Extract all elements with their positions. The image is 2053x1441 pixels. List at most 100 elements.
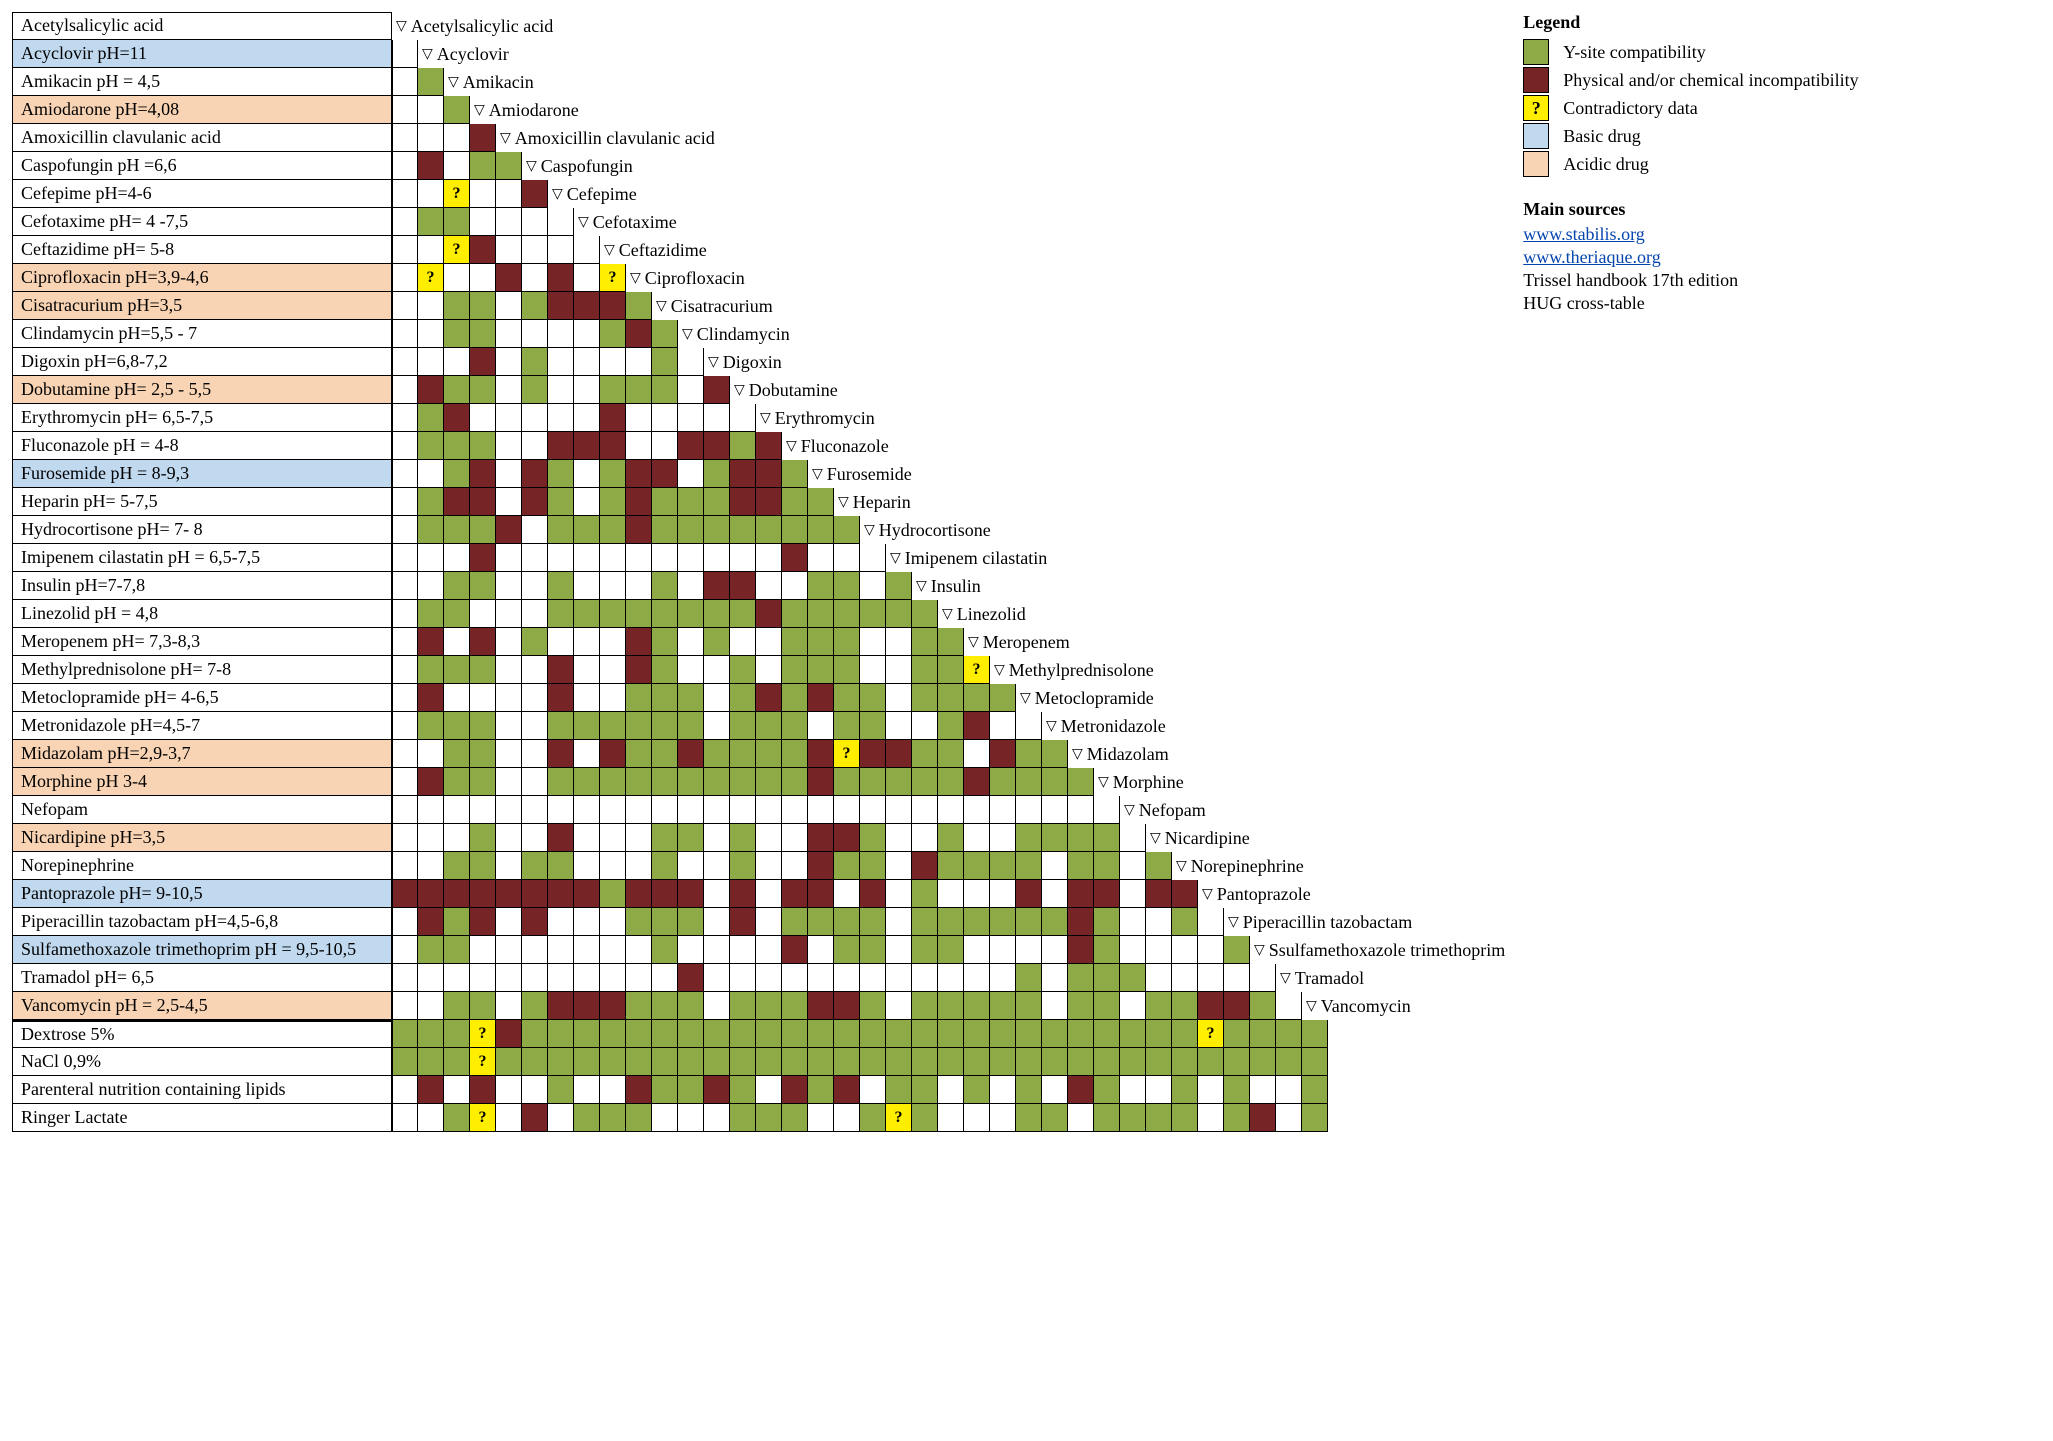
matrix-cell <box>444 376 470 404</box>
matrix-row: Linezolid pH = 4,8▽Linezolid <box>12 600 1505 628</box>
row-cells <box>392 880 1198 908</box>
matrix-cell <box>626 628 652 656</box>
matrix-cell <box>1042 992 1068 1020</box>
matrix-cell <box>548 768 574 796</box>
matrix-cell <box>392 992 418 1020</box>
matrix-cell <box>418 852 444 880</box>
matrix-cell <box>834 796 860 824</box>
matrix-cell <box>548 1048 574 1076</box>
matrix-cell <box>1224 936 1250 964</box>
row-label: Cisatracurium pH=3,5 <box>12 292 392 320</box>
matrix-cell <box>444 124 470 152</box>
matrix-cell <box>652 572 678 600</box>
matrix-cell <box>756 684 782 712</box>
matrix-cell <box>834 516 860 544</box>
triangle-icon: ▽ <box>1280 970 1291 987</box>
diagonal-label: ▽Fluconazole <box>782 432 889 460</box>
matrix-cell <box>860 628 886 656</box>
matrix-cell <box>808 880 834 908</box>
matrix-cell <box>470 880 496 908</box>
source-link[interactable]: www.stabilis.org <box>1523 224 1943 245</box>
matrix-cell <box>522 544 548 572</box>
matrix-cell <box>522 264 548 292</box>
matrix-cell <box>626 320 652 348</box>
triangle-icon: ▽ <box>1254 942 1265 959</box>
matrix-cell <box>522 964 548 992</box>
diagonal-text: Digoxin <box>723 352 782 373</box>
matrix-cell <box>678 572 704 600</box>
row-cells <box>392 432 782 460</box>
row-cells: ?? <box>392 264 626 292</box>
matrix-cell <box>392 1104 418 1132</box>
matrix-cell <box>444 432 470 460</box>
matrix-cell <box>418 880 444 908</box>
matrix-cell <box>860 936 886 964</box>
matrix-cell <box>600 824 626 852</box>
matrix-row: Insulin pH=7-7,8▽Insulin <box>12 572 1505 600</box>
matrix-cell <box>574 516 600 544</box>
matrix-cell <box>1016 768 1042 796</box>
matrix-row: Vancomycin pH = 2,5-4,5▽Vancomycin <box>12 992 1505 1020</box>
row-label: Metronidazole pH=4,5-7 <box>12 712 392 740</box>
triangle-icon: ▽ <box>474 102 485 119</box>
diagonal-label: ▽Caspofungin <box>522 152 633 180</box>
matrix-cell <box>886 824 912 852</box>
row-label: Piperacillin tazobactam pH=4,5-6,8 <box>12 908 392 936</box>
matrix-cell <box>730 908 756 936</box>
matrix-cell <box>964 1104 990 1132</box>
matrix-cell <box>626 740 652 768</box>
matrix-cell <box>756 1048 782 1076</box>
matrix-cell <box>496 460 522 488</box>
source-link[interactable]: www.theriaque.org <box>1523 247 1943 268</box>
matrix-cell <box>444 992 470 1020</box>
matrix-cell <box>808 740 834 768</box>
matrix-cell <box>938 992 964 1020</box>
matrix-cell <box>990 1104 1016 1132</box>
matrix-cell <box>496 992 522 1020</box>
matrix-cell <box>756 936 782 964</box>
matrix-cell <box>1198 936 1224 964</box>
matrix-cell: ? <box>886 1104 912 1132</box>
matrix-cell <box>756 600 782 628</box>
matrix-cell <box>418 460 444 488</box>
row-cells <box>392 544 886 572</box>
diagonal-label: ▽Insulin <box>912 572 981 600</box>
matrix-cell <box>470 600 496 628</box>
matrix-cell <box>652 376 678 404</box>
matrix-cell <box>548 796 574 824</box>
matrix-cell <box>444 292 470 320</box>
matrix-cell <box>600 880 626 908</box>
row-label: Cefotaxime pH= 4 -7,5 <box>12 208 392 236</box>
matrix-cell <box>444 404 470 432</box>
matrix-cell <box>886 684 912 712</box>
matrix-cell <box>522 628 548 656</box>
diagonal-label: ▽Acyclovir <box>418 40 509 68</box>
matrix-cell <box>1016 852 1042 880</box>
matrix-row: Hydrocortisone pH= 7- 8▽Hydrocortisone <box>12 516 1505 544</box>
matrix-cell <box>678 348 704 376</box>
row-label: Amoxicillin clavulanic acid <box>12 124 392 152</box>
matrix-cell <box>938 964 964 992</box>
matrix-cell <box>730 712 756 740</box>
matrix-cell <box>964 796 990 824</box>
matrix-cell <box>704 1020 730 1048</box>
matrix-cell <box>756 964 782 992</box>
diagonal-label: ▽Acetylsalicylic acid <box>392 12 553 40</box>
matrix-cell <box>392 628 418 656</box>
triangle-icon: ▽ <box>1072 746 1083 763</box>
matrix-cell <box>418 908 444 936</box>
row-label: Vancomycin pH = 2,5-4,5 <box>12 992 392 1020</box>
matrix-cell <box>912 824 938 852</box>
matrix-cell <box>860 544 886 572</box>
matrix-cell <box>1146 992 1172 1020</box>
matrix-cell <box>756 460 782 488</box>
matrix-cell <box>1120 1076 1146 1104</box>
matrix-cell <box>678 768 704 796</box>
matrix-cell <box>860 712 886 740</box>
matrix-cell <box>756 488 782 516</box>
row-cells <box>392 460 808 488</box>
diagonal-label: ▽Linezolid <box>938 600 1026 628</box>
matrix-cell <box>730 460 756 488</box>
matrix-cell <box>652 852 678 880</box>
matrix-cell <box>678 992 704 1020</box>
